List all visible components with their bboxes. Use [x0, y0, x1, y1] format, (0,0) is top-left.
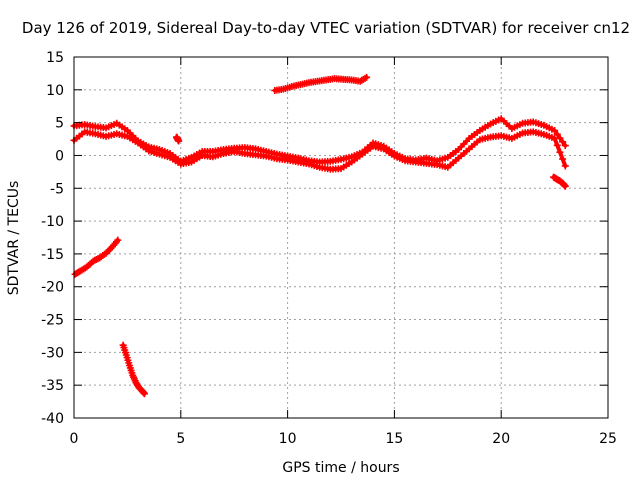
y-tick-label: 5	[55, 116, 64, 132]
y-tick-label: -40	[41, 411, 64, 427]
data-point-marker	[561, 182, 569, 190]
x-tick-label: 0	[70, 431, 79, 447]
series-pass-0-to-2h	[71, 236, 122, 278]
y-tick-label: -30	[41, 345, 64, 361]
y-tick-label: -5	[50, 181, 64, 197]
series-pass-2.3-to-3.3h	[119, 341, 148, 398]
series-pass-22.5-to-23h	[550, 173, 569, 190]
x-axis-label: GPS time / hours	[282, 460, 399, 476]
data-point-marker	[556, 148, 564, 156]
data-point-marker	[551, 127, 559, 135]
y-tick-label: -35	[41, 378, 64, 394]
chart-title: Day 126 of 2019, Sidereal Day-to-day VTE…	[22, 19, 630, 37]
data-point-marker	[363, 73, 371, 81]
tick-labels: 0 5 10 15 20 25 15 10 5 0 -5 -10 -15 -20 -25 -30 -35 -40	[41, 50, 617, 447]
y-tick-label: -10	[41, 214, 64, 230]
x-tick-label: 25	[599, 431, 617, 447]
data-point-marker	[551, 134, 559, 142]
y-axis-label: SDTVAR / TECUs	[6, 181, 22, 296]
plot-border	[73, 56, 609, 419]
y-tick-label: 10	[46, 83, 64, 99]
series-pass-near-5h	[173, 133, 183, 145]
y-tick-label: -15	[41, 247, 64, 263]
y-tick-label: -25	[41, 313, 64, 329]
data-point-marker	[553, 141, 561, 149]
grid	[74, 57, 608, 418]
x-tick-label: 5	[176, 431, 185, 447]
data-point-marker	[553, 130, 561, 138]
axis-ticks	[73, 56, 609, 419]
data-point-marker	[559, 138, 567, 146]
y-tick-label: -20	[41, 280, 64, 296]
y-tick-label: 15	[46, 50, 64, 66]
data-point-marker	[559, 155, 567, 163]
data-point-marker	[114, 236, 122, 244]
data-series	[70, 73, 569, 398]
x-tick-label: 10	[279, 431, 297, 447]
y-tick-label: 0	[55, 148, 64, 164]
x-tick-label: 15	[385, 431, 403, 447]
x-tick-label: 20	[492, 431, 510, 447]
series-main-lower-track	[70, 128, 569, 173]
data-point-marker	[561, 142, 569, 150]
data-point-marker	[561, 162, 569, 170]
data-point-marker	[175, 137, 183, 145]
series-pass-10-to-13.5h	[271, 73, 371, 94]
data-point-marker	[140, 390, 148, 398]
